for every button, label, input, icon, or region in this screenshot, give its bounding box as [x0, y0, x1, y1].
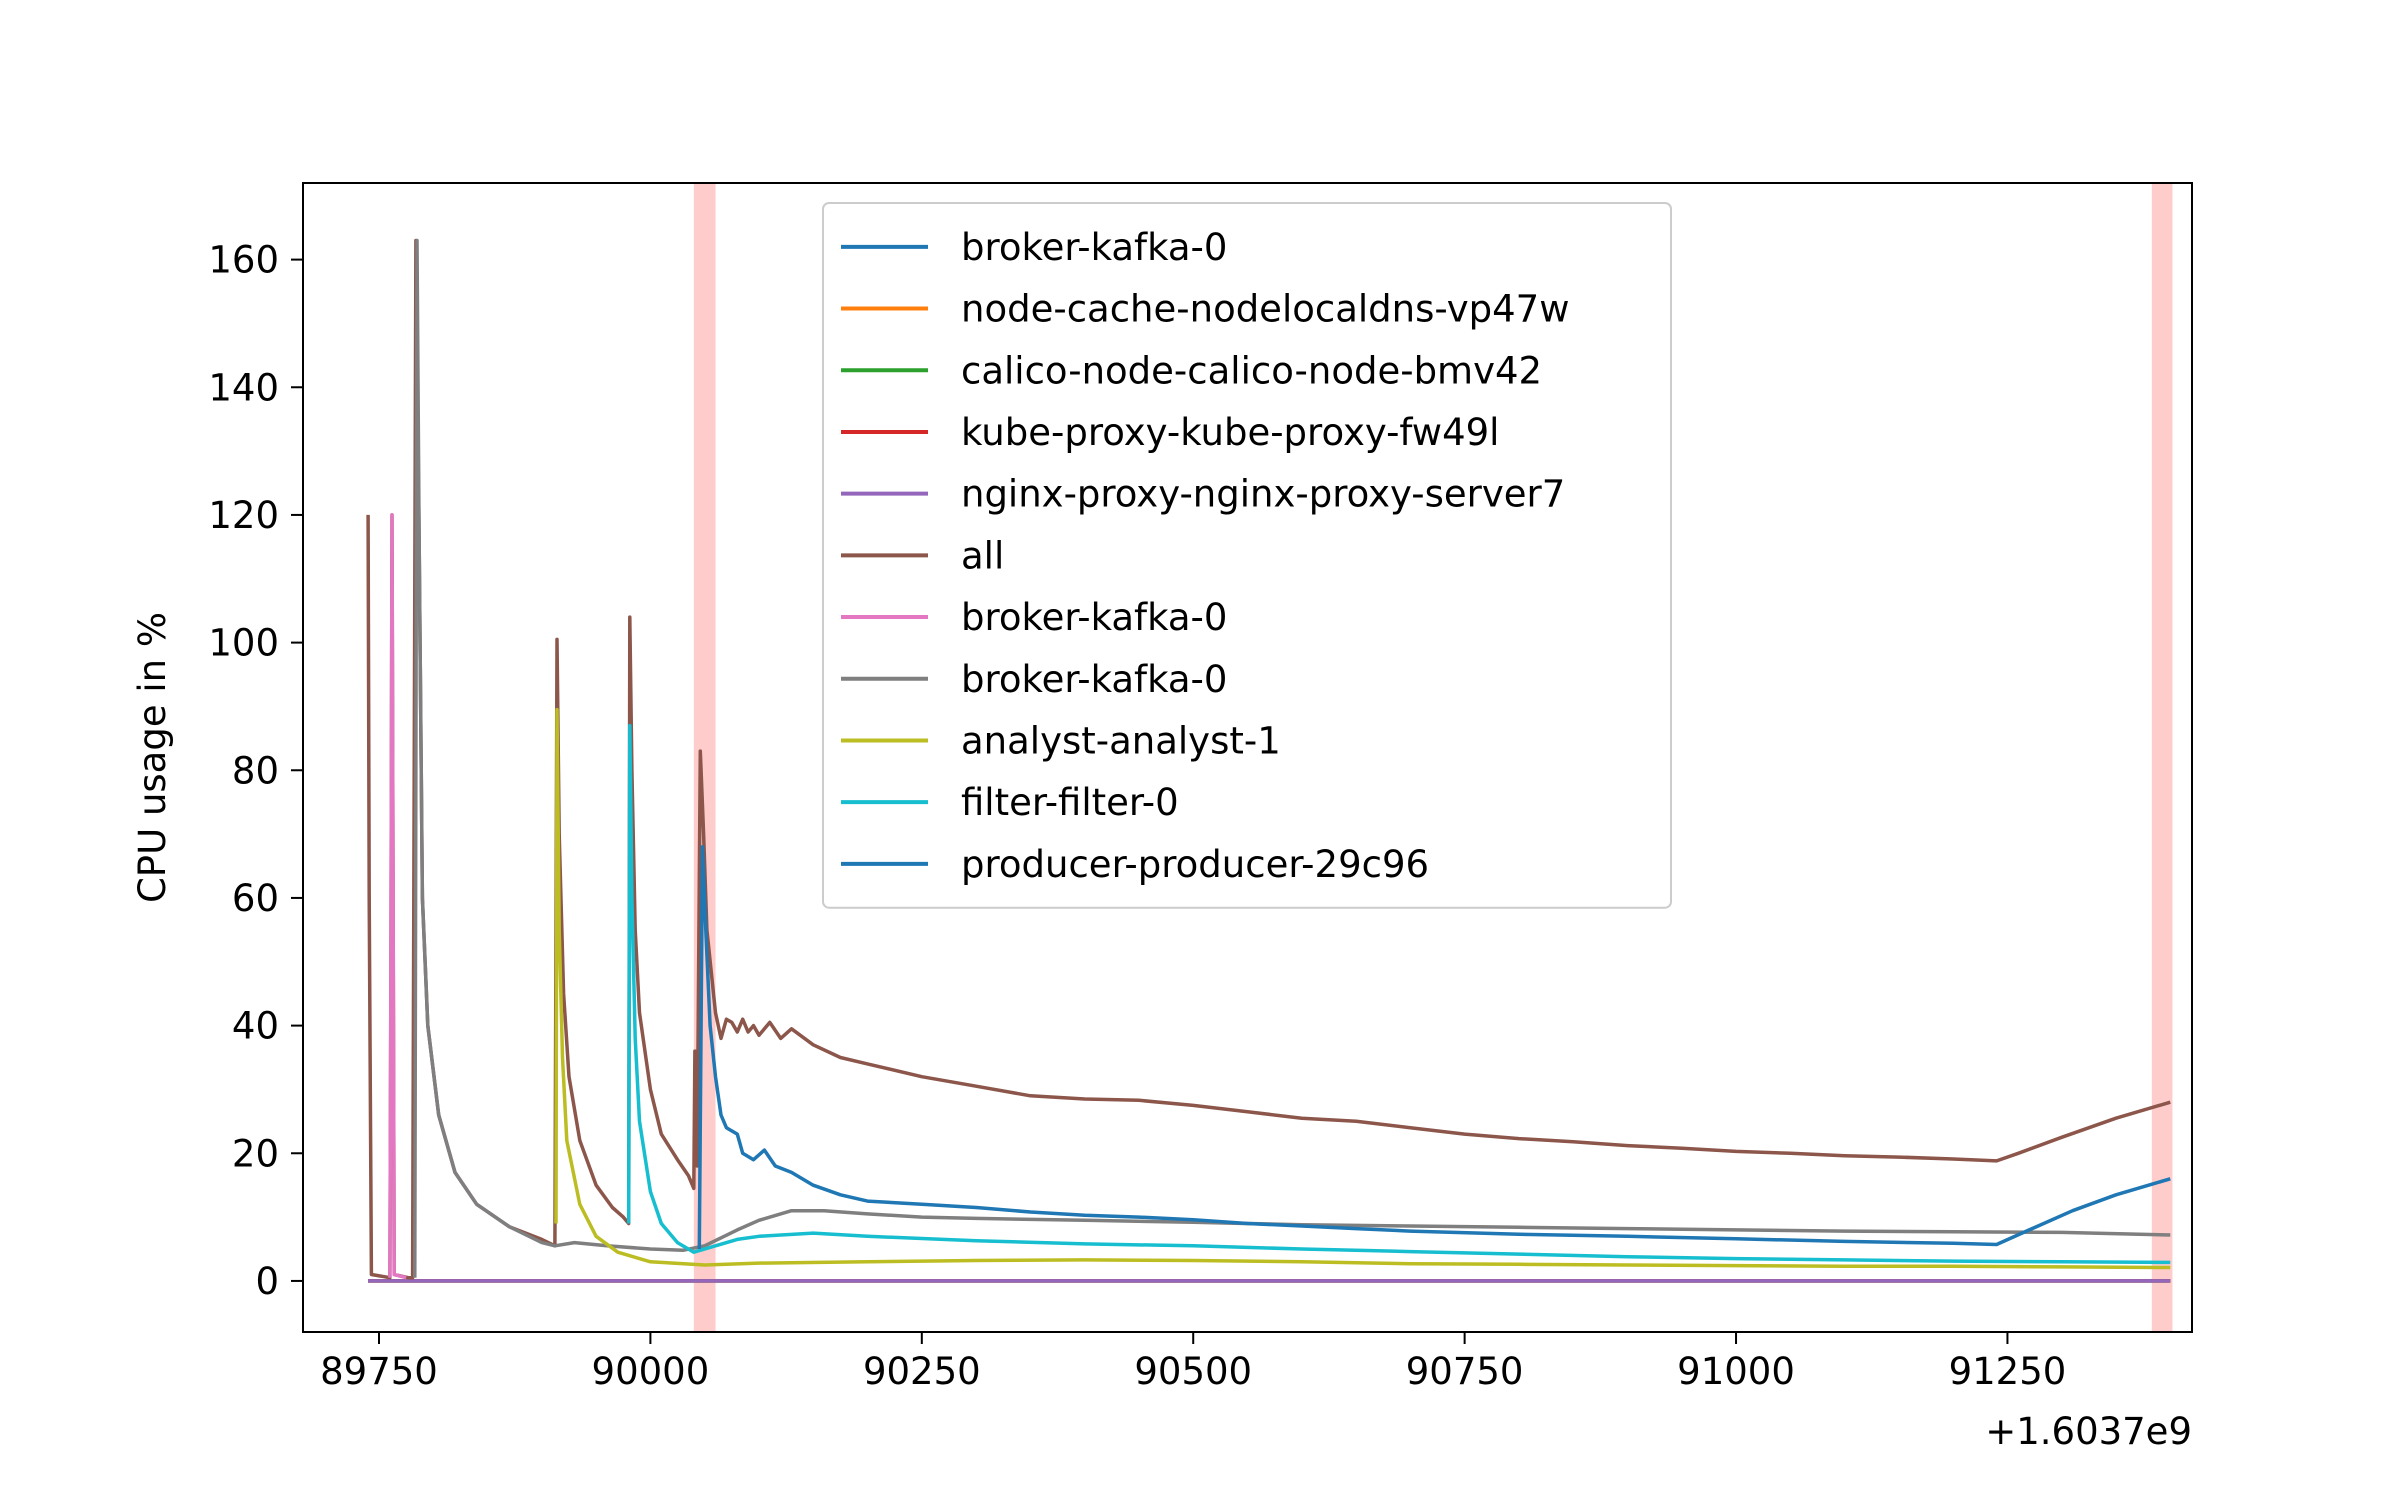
legend-box: [822, 202, 1672, 909]
legend-label-7: broker-kafka-0: [961, 658, 1227, 701]
y-axis-label: CPU usage in %: [131, 612, 174, 903]
plot-frame: [302, 182, 2193, 1333]
y-axis-ticks: 0 20 40 60 80 100 120 140 160: [208, 239, 303, 1303]
series-line-10: [697, 845, 2171, 1250]
y-tick-label-3: 60: [232, 877, 279, 920]
x-tick-label-2: 90250: [863, 1350, 981, 1393]
y-tick-label-7: 140: [208, 366, 279, 409]
legend: broker-kafka-0 node-cache-nodelocaldns-vp…: [822, 202, 1672, 909]
legend-label-9: filter-filter-0: [961, 781, 1179, 824]
legend-label-10: producer-producer-29c96: [961, 843, 1429, 886]
legend-label-3: kube-proxy-kube-proxy-fw49l: [961, 411, 1499, 454]
series-line-8: [554, 707, 2171, 1270]
x-tick-label-6: 91250: [1949, 1350, 2067, 1393]
x-tick-label-3: 90500: [1134, 1350, 1252, 1393]
x-axis-offset-label: +1.6037e9: [1985, 1410, 2192, 1453]
y-tick-label-6: 120: [208, 494, 279, 537]
y-tick-label-5: 100: [208, 622, 279, 665]
y-tick-label-1: 20: [232, 1132, 279, 1175]
y-tick-label-0: 0: [255, 1260, 279, 1303]
x-tick-label-0: 89750: [320, 1350, 438, 1393]
series-line-6: [388, 513, 407, 1280]
legend-label-4: nginx-proxy-nginx-proxy-server7: [961, 473, 1565, 516]
y-tick-label-4: 80: [232, 749, 279, 792]
x-tick-label-5: 91000: [1677, 1350, 1795, 1393]
x-tick-label-1: 90000: [592, 1350, 710, 1393]
y-tick-label-2: 40: [232, 1005, 279, 1048]
series-line-7: [413, 238, 2171, 1278]
series-lines: [366, 238, 2171, 1283]
x-tick-label-4: 90750: [1406, 1350, 1524, 1393]
legend-label-5: all: [961, 534, 1004, 577]
legend-label-0: broker-kafka-0: [961, 226, 1227, 269]
series-line-9: [626, 723, 2171, 1265]
y-tick-label-8: 160: [208, 239, 279, 282]
legend-label-8: analyst-analyst-1: [961, 719, 1281, 762]
x-axis-ticks: 89750 90000 90250 90500 90750 91000 91250: [320, 1332, 2066, 1393]
legend-label-2: calico-node-calico-node-bmv42: [961, 349, 1542, 392]
legend-label-1: node-cache-nodelocaldns-vp47w: [961, 288, 1569, 331]
legend-label-6: broker-kafka-0: [961, 596, 1227, 639]
highlight-band-1: [2151, 183, 2173, 1332]
